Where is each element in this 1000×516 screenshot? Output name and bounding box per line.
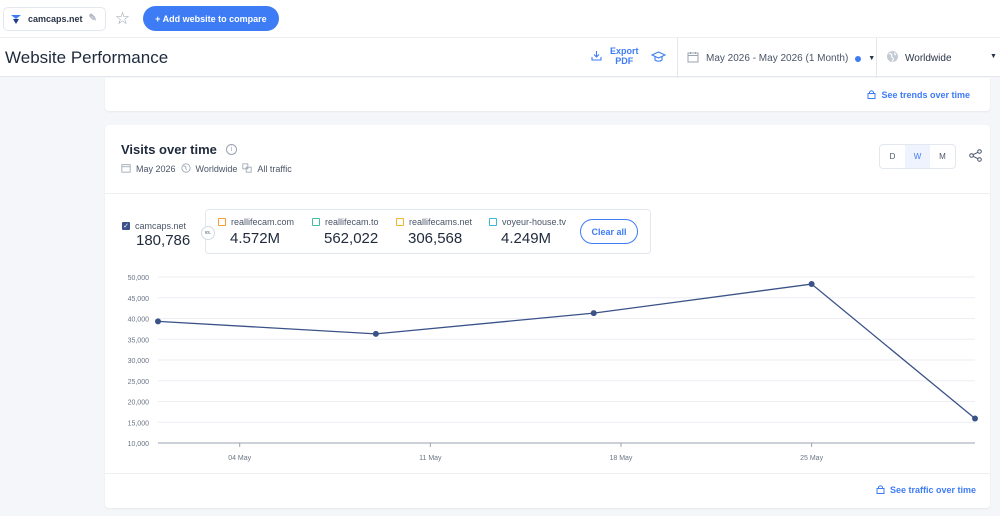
chevron-down-icon: ▼: [868, 55, 876, 62]
granularity-week-button[interactable]: W: [905, 145, 930, 168]
date-range-selector[interactable]: May 2026 - May 2026 (1 Month) ▼: [687, 51, 875, 66]
region-selector[interactable]: Worldwide: [886, 50, 952, 66]
calendar-icon: [687, 51, 699, 66]
competitor-legend[interactable]: reallifecam.com 4.572M: [218, 217, 294, 247]
y-tick-label: 45,000: [128, 296, 150, 303]
y-tick-label: 25,000: [128, 379, 150, 386]
edit-pencil-icon[interactable]: ✎: [88, 13, 97, 24]
date-status-dot: [855, 55, 862, 62]
competitor-name: reallifecam.com: [231, 217, 295, 227]
see-trends-link[interactable]: See trends over time: [867, 89, 970, 101]
main-site-name: camcaps.net: [135, 221, 187, 231]
export-label-line1: Export: [610, 46, 639, 56]
card-title-text: Visits over time: [121, 142, 217, 157]
see-traffic-label: See traffic over time: [889, 485, 976, 495]
region-label: Worldwide: [905, 52, 952, 64]
series-line: [157, 283, 976, 420]
competitor-value: 4.572M: [230, 230, 281, 247]
competitor-name: reallifecams.net: [409, 217, 473, 227]
add-website-button[interactable]: + Add website to compare: [143, 6, 279, 31]
export-label-line2: PDF: [615, 56, 634, 66]
globe-icon: [886, 50, 899, 66]
site-chip[interactable]: camcaps.net ✎: [3, 6, 106, 31]
favorite-star-icon[interactable]: ☆: [114, 9, 131, 28]
granularity-toggle: D W M: [879, 144, 956, 169]
checkbox-unchecked-icon[interactable]: [396, 218, 404, 226]
share-icon[interactable]: [969, 149, 982, 167]
add-website-label: + Add website to compare: [155, 13, 267, 24]
main-site-value: 180,786: [136, 232, 191, 249]
competitor-legend[interactable]: voyeur-house.tv 4.249M: [489, 217, 566, 247]
period-label: May 2026: [136, 164, 176, 174]
clear-all-button[interactable]: Clear all: [580, 219, 638, 244]
granularity-month-button[interactable]: M: [939, 152, 946, 161]
lock-icon: [876, 484, 885, 496]
download-icon: [591, 50, 602, 63]
data-point: [590, 310, 597, 317]
graduation-cap-icon[interactable]: [650, 50, 667, 69]
export-pdf-button[interactable]: Export PDF: [591, 46, 639, 66]
competitor-legend[interactable]: reallifecam.to 562,022: [312, 217, 379, 247]
site-favicon-icon: [10, 13, 22, 25]
checkbox-checked-icon[interactable]: ✓: [122, 222, 130, 230]
vs-badge: vs.: [201, 226, 215, 240]
y-tick-label: 30,000: [128, 358, 150, 365]
y-tick-label: 40,000: [128, 317, 150, 324]
lock-icon: [867, 89, 876, 101]
card-footer-divider: [105, 473, 990, 474]
x-tick-label: 11 May: [419, 455, 442, 462]
see-traffic-link[interactable]: See traffic over time: [876, 484, 976, 496]
page-header: Website Performance Export PDF May 2026 …: [0, 37, 1000, 78]
checkbox-unchecked-icon[interactable]: [312, 218, 320, 226]
competitor-name: reallifecam.to: [325, 217, 379, 227]
data-point: [972, 415, 978, 422]
data-point: [372, 330, 379, 337]
trends-card: See trends over time: [105, 78, 990, 111]
date-range-label: May 2026 - May 2026 (1 Month): [706, 53, 849, 64]
x-tick-label: 04 May: [228, 455, 251, 462]
competitor-legend[interactable]: reallifecams.net 306,568: [396, 217, 472, 247]
main-site-legend[interactable]: ✓ camcaps.net 180,786: [122, 221, 190, 249]
header-separator: [876, 38, 877, 78]
globe-icon: [180, 163, 191, 175]
see-trends-label: See trends over time: [881, 90, 970, 100]
visits-line-chart: 10,000 15,000 20,000 25,000 30,000 35,000 40,0…: [128, 275, 978, 462]
data-point: [155, 318, 161, 325]
competitor-value: 306,568: [408, 230, 463, 247]
chevron-down-icon[interactable]: ▼: [990, 53, 997, 60]
data-point: [808, 281, 815, 288]
visits-over-time-card: Visits over time i May 2026 Worldwide Al…: [105, 125, 990, 508]
checkbox-unchecked-icon[interactable]: [489, 218, 497, 226]
y-tick-label: 50,000: [128, 275, 150, 282]
card-title: Visits over time i: [121, 142, 237, 157]
competitors-box: reallifecam.com 4.572M reallifecam.to 56…: [205, 209, 651, 254]
calendar-icon: [121, 163, 131, 175]
checkbox-unchecked-icon[interactable]: [218, 218, 226, 226]
y-tick-label: 35,000: [128, 337, 150, 344]
x-tick-label: 25 May: [800, 455, 823, 462]
competitor-value: 4.249M: [501, 230, 552, 247]
y-tick-label: 20,000: [128, 400, 150, 407]
card-divider: [105, 193, 990, 194]
info-icon[interactable]: i: [225, 144, 237, 155]
y-tick-label: 10,000: [128, 441, 150, 448]
page-title: Website Performance: [5, 48, 169, 67]
card-subtitle: May 2026 Worldwide All traffic: [121, 163, 292, 175]
competitor-name: voyeur-house.tv: [502, 217, 567, 227]
traffic-type-label: All traffic: [257, 164, 292, 174]
region-label: Worldwide: [195, 164, 238, 174]
header-separator: [677, 38, 678, 78]
y-tick-label: 15,000: [128, 420, 150, 427]
competitor-value: 562,022: [324, 230, 379, 247]
x-tick-label: 18 May: [609, 455, 632, 462]
site-name: camcaps.net: [28, 13, 83, 24]
traffic-icon: [242, 163, 252, 175]
granularity-day-button[interactable]: D: [889, 152, 896, 161]
top-bar: camcaps.net ✎ ☆ + Add website to compare: [0, 0, 1000, 37]
